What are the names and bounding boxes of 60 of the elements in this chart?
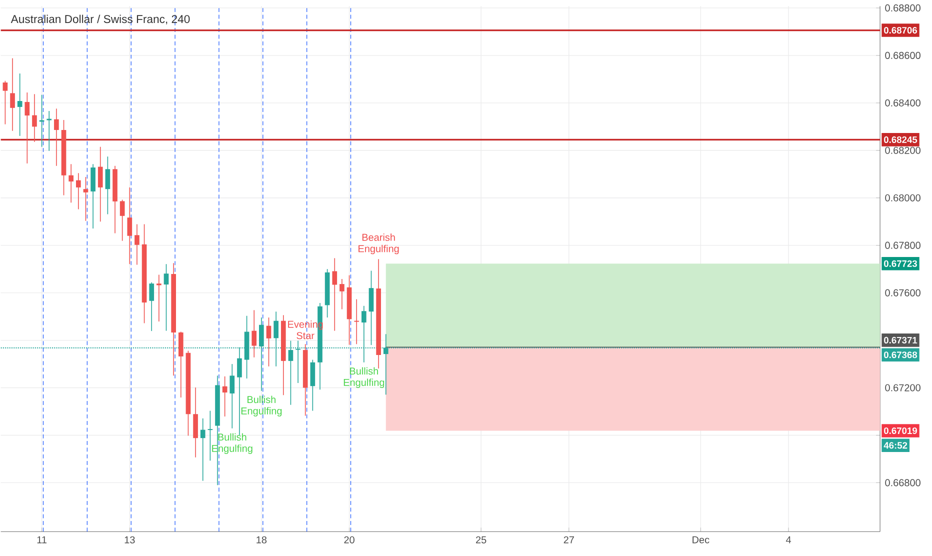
annotation: Bearish Engulfing <box>358 234 399 254</box>
ref-line-label: 0.68706 <box>884 27 918 34</box>
y-tick-label: 0.67800 <box>885 242 920 250</box>
candlestick <box>208 410 213 462</box>
ref-line-label: 0.68245 <box>884 136 918 144</box>
candlestick <box>164 264 169 332</box>
y-tick-label: 0.67600 <box>885 289 920 297</box>
candlestick <box>252 310 257 358</box>
candlestick <box>17 73 22 137</box>
candlestick <box>32 94 37 142</box>
candlestick <box>76 172 81 210</box>
candlestick <box>193 387 198 458</box>
candlestick <box>98 146 103 222</box>
ref-line-label: 0.67371 <box>884 337 918 344</box>
candlestick <box>310 360 316 412</box>
candlestick <box>54 108 59 166</box>
x-tick-label: 20 <box>344 536 354 544</box>
candlestick <box>127 187 132 265</box>
candlestick <box>368 270 374 346</box>
candlestick <box>68 164 74 204</box>
band-label: 0.67723 <box>884 260 918 268</box>
text: Australian Dollar / Swiss Franc, 240 <box>10 14 190 25</box>
x-tick-label: 13 <box>124 536 135 544</box>
y-tick-label: 0.67200 <box>885 384 920 392</box>
candlestick <box>222 376 228 418</box>
x-tick-label: 27 <box>564 536 574 544</box>
y-tick-label: 0.68000 <box>885 194 920 202</box>
candlestick <box>149 282 154 332</box>
candlestick <box>156 274 162 322</box>
y-tick-label: 0.66800 <box>885 479 920 486</box>
candlestick <box>178 332 184 398</box>
y-tick-label: 0.68800 <box>885 4 920 12</box>
candlestick <box>332 258 338 332</box>
candlestick <box>340 278 344 310</box>
candlestick <box>230 364 235 429</box>
candlestick <box>105 156 110 215</box>
candlestick <box>120 200 125 242</box>
annotation: Bullish Engulfing <box>344 368 384 388</box>
ref-line-label: 0.67368 <box>884 352 918 358</box>
candlestick <box>83 176 88 222</box>
candlestick <box>90 164 96 230</box>
y-tick-label: 0.68200 <box>885 147 920 154</box>
y-tick-label: 0.68600 <box>885 52 920 60</box>
x-tick-label: 18 <box>256 536 267 544</box>
candlestick <box>2 80 8 125</box>
x-tick-label: Dec <box>692 536 710 544</box>
candlestick <box>39 94 44 148</box>
candlestick <box>200 418 206 482</box>
annotation: Bullish Engulfing <box>241 396 282 417</box>
candlestick <box>24 92 30 164</box>
candlestick <box>354 299 360 345</box>
x-tick-label: 4 <box>786 536 792 544</box>
candlestick <box>10 58 15 132</box>
text: 46:52 <box>884 442 908 449</box>
x-tick-label: 25 <box>476 536 486 544</box>
x-tick-label: 11 <box>37 536 47 544</box>
y-tick-label: 0.68400 <box>885 100 920 107</box>
candlestick <box>266 317 272 368</box>
band-label: 0.67019 <box>884 428 917 434</box>
candlestick <box>134 224 140 266</box>
